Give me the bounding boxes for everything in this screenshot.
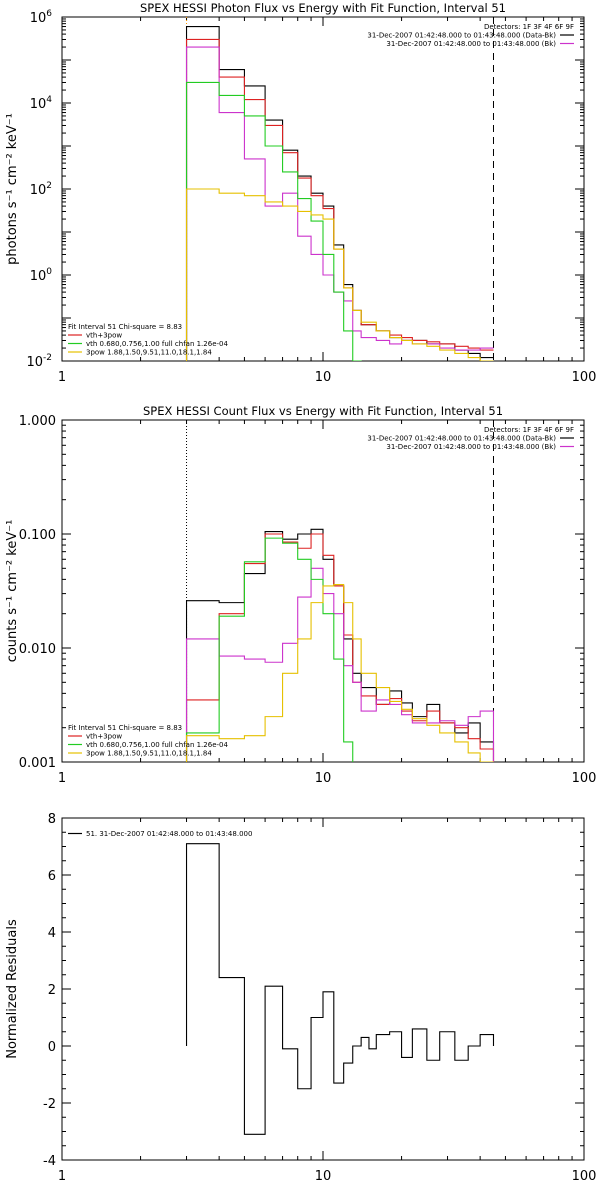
y-tick-label: 100	[30, 267, 53, 284]
chart-panel-1: SPEX HESSI Photon Flux vs Energy with Fi…	[5, 1, 596, 385]
y-tick-label: -4	[43, 1154, 56, 1169]
legend-text: vth+3pow	[86, 733, 122, 741]
y-axis-label: Normalized Residuals	[5, 919, 20, 1059]
chart-panel-2: SPEX HESSI Count Flux vs Energy with Fit…	[5, 404, 596, 786]
series-residuals	[185, 843, 495, 1135]
series-data-bk	[185, 528, 495, 762]
series-vth	[185, 537, 354, 762]
x-tick-label: 1	[58, 1169, 66, 1184]
legend-text: vth+3pow	[86, 332, 122, 340]
legend-top-left: 51. 31-Dec-2007 01:42:48.000 to 01:43:48…	[68, 830, 252, 838]
legend-text: 31-Dec-2007 01:42:48.000 to 01:43:48.000…	[367, 32, 556, 40]
plot-frame	[61, 817, 585, 1161]
chart-title: SPEX HESSI Photon Flux vs Energy with Fi…	[140, 1, 506, 15]
y-tick-label: 10-2	[26, 353, 52, 370]
legend-text: Detectors: 1F 3F 4F 6F 9F	[484, 23, 574, 31]
y-tick-label: 106	[30, 9, 53, 26]
y-tick-label: 102	[30, 181, 52, 198]
y-tick-label: 104	[30, 95, 53, 112]
series-bk	[185, 567, 495, 762]
x-tick-label: 1	[58, 771, 66, 786]
legend-text: 31-Dec-2007 01:42:48.000 to 01:43:48.000…	[386, 40, 556, 48]
series-vth-3pow	[185, 533, 495, 762]
legend-text: 3pow 1.88,1.50,9.51,11.0,18.1,1.84	[86, 750, 212, 758]
x-tick-label: 1	[58, 370, 66, 385]
y-tick-label: 0.001	[19, 756, 56, 771]
y-tick-label: 6	[48, 869, 56, 884]
series-3pow	[185, 584, 495, 762]
legend-text: 31-Dec-2007 01:42:48.000 to 01:43:48.000…	[386, 443, 556, 451]
y-tick-label: 1.000	[19, 414, 56, 429]
y-axis-label: counts s⁻¹ cm⁻² keV⁻¹	[5, 520, 20, 663]
y-tick-label: 0	[48, 1040, 56, 1055]
y-tick-label: 0.100	[19, 528, 56, 543]
y-axis-label: photons s⁻¹ cm⁻² keV⁻¹	[5, 113, 20, 265]
legend-text: Fit Interval 51 Chi-square = 8.83	[68, 323, 182, 331]
plot-frame	[61, 16, 585, 362]
x-tick-label: 10	[315, 370, 332, 385]
legend-text: 3pow 1.88,1.50,9.51,11.0,18.1,1.84	[86, 349, 212, 357]
series-3pow	[185, 188, 494, 361]
series-vth	[185, 81, 362, 361]
x-tick-label: 100	[572, 370, 597, 385]
y-tick-label: 0.010	[19, 642, 56, 657]
legend-text: Detectors: 1F 3F 4F 6F 9F	[484, 426, 574, 434]
legend-text: vth 0.680,0.756,1.00 full chfan 1.26e-04	[86, 741, 228, 749]
y-tick-label: 8	[48, 812, 56, 827]
y-tick-label: 4	[48, 926, 56, 941]
series-bk	[185, 46, 494, 361]
x-tick-label: 100	[572, 771, 597, 786]
y-tick-label: 2	[48, 983, 56, 998]
legend-bottom-left: Fit Interval 51 Chi-square = 8.83vth+3po…	[68, 323, 228, 357]
chart-panel-3: Normalized Residuals 1 10 100 -4 -2 0 2 4 6 8 51. 3…	[5, 812, 596, 1184]
x-tick-label: 10	[315, 771, 332, 786]
legend-text: Fit Interval 51 Chi-square = 8.83	[68, 724, 182, 732]
legend-text: 51. 31-Dec-2007 01:42:48.000 to 01:43:48…	[86, 830, 252, 838]
series-vth-3pow	[185, 38, 494, 361]
y-tick-label: -2	[43, 1097, 56, 1112]
legend-text: vth 0.680,0.756,1.00 full chfan 1.26e-04	[86, 340, 228, 348]
legend-text: 31-Dec-2007 01:42:48.000 to 01:43:48.000…	[367, 435, 556, 443]
chart-title: SPEX HESSI Count Flux vs Energy with Fit…	[143, 404, 503, 418]
legend-bottom-left: Fit Interval 51 Chi-square = 8.83vth+3po…	[68, 724, 228, 758]
x-tick-label: 10	[315, 1169, 332, 1184]
x-tick-label: 100	[572, 1169, 597, 1184]
